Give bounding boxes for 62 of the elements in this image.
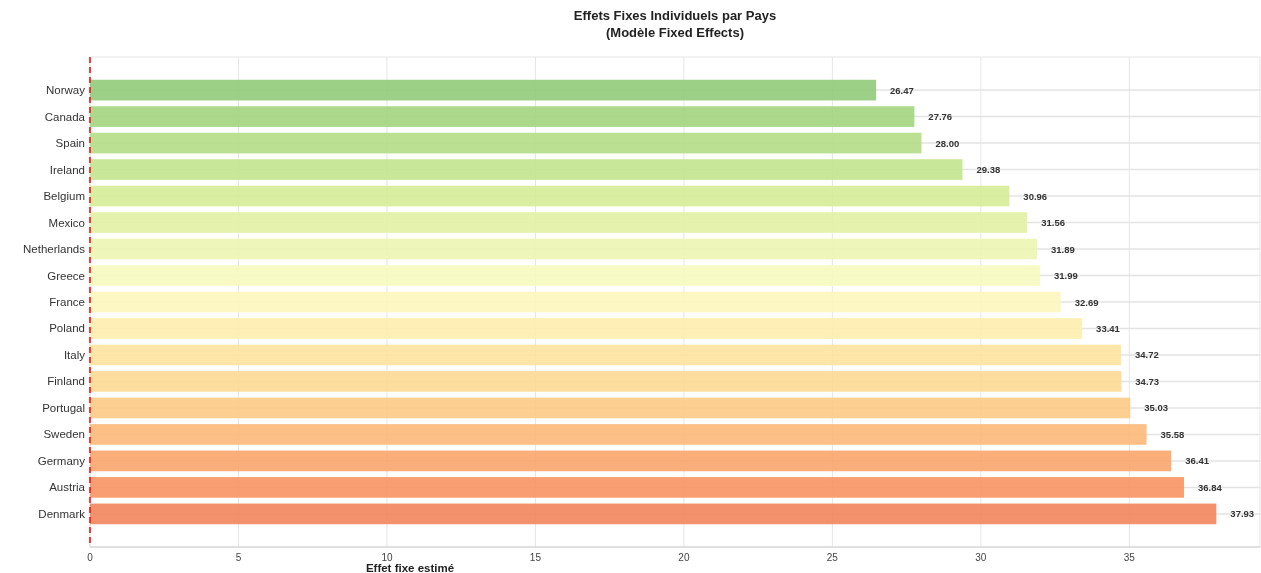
data-label: 29.38 [976, 164, 1001, 176]
y-tick-label: Netherlands [22, 243, 86, 256]
x-axis-title: Effet fixe estimé [365, 562, 455, 573]
bar [90, 344, 1122, 366]
y-tick-label: Finland [47, 375, 85, 388]
y-tick-label: Spain [55, 137, 85, 150]
y-tick-label: Norway [46, 84, 86, 97]
bar [90, 291, 1061, 313]
bar [90, 424, 1147, 445]
bar [90, 238, 1037, 260]
data-label: 37.93 [1230, 508, 1255, 520]
y-tick-label: France [49, 296, 85, 308]
data-label: 36.84 [1197, 481, 1223, 493]
bar [90, 106, 915, 127]
x-tick-label: 5 [235, 552, 242, 563]
y-tick-label: Ireland [49, 163, 85, 176]
data-label: 30.96 [1023, 190, 1048, 202]
x-tick-label: 15 [529, 552, 542, 563]
data-label: 31.89 [1050, 243, 1075, 255]
bar [90, 79, 877, 101]
x-tick-label: 30 [975, 552, 987, 563]
data-label: 27.76 [928, 111, 953, 123]
y-tick-label: Mexico [48, 216, 85, 229]
data-label: 36.41 [1185, 455, 1210, 467]
bar [90, 371, 1122, 392]
y-tick-label: Germany [37, 454, 86, 467]
bar [90, 450, 1172, 472]
y-tick-label: Greece [47, 269, 85, 282]
data-label: 31.99 [1053, 270, 1078, 282]
bar [90, 185, 1010, 207]
x-tick-label: 35 [1123, 552, 1136, 563]
data-label: 33.41 [1096, 322, 1121, 334]
y-tick-label: Poland [49, 322, 85, 335]
chart-subtitle: (Modèle Fixed Effects) [606, 25, 744, 40]
y-tick-label: Portugal [42, 401, 85, 414]
bar [90, 397, 1131, 419]
bar [90, 318, 1083, 339]
data-label: 35.03 [1144, 402, 1169, 414]
data-label: 31.56 [1041, 217, 1065, 229]
y-tick-label: Belgium [43, 190, 85, 203]
data-label: 34.72 [1135, 349, 1159, 361]
x-tick-label: 10 [381, 552, 393, 563]
x-tick-label: 25 [826, 552, 839, 563]
x-tick-label: 20 [678, 552, 690, 563]
data-label: 35.58 [1160, 428, 1185, 440]
y-tick-label: Sweden [43, 428, 85, 441]
bar [90, 132, 922, 154]
y-tick-label: Denmark [38, 507, 86, 520]
data-label: 26.47 [890, 84, 914, 96]
x-tick-label: 0 [87, 552, 94, 563]
bar [90, 212, 1028, 233]
bar [90, 503, 1217, 525]
chart-title: Effets Fixes Individuels par Pays [573, 8, 777, 23]
data-label: 34.73 [1135, 375, 1160, 387]
y-tick-label: Canada [44, 110, 86, 123]
y-tick-label: Italy [63, 348, 86, 361]
data-label: 32.69 [1074, 296, 1099, 308]
bar [90, 477, 1184, 498]
y-tick-label: Austria [49, 481, 86, 494]
bar [90, 159, 963, 180]
data-label: 28.00 [935, 137, 960, 149]
bar [90, 265, 1040, 286]
